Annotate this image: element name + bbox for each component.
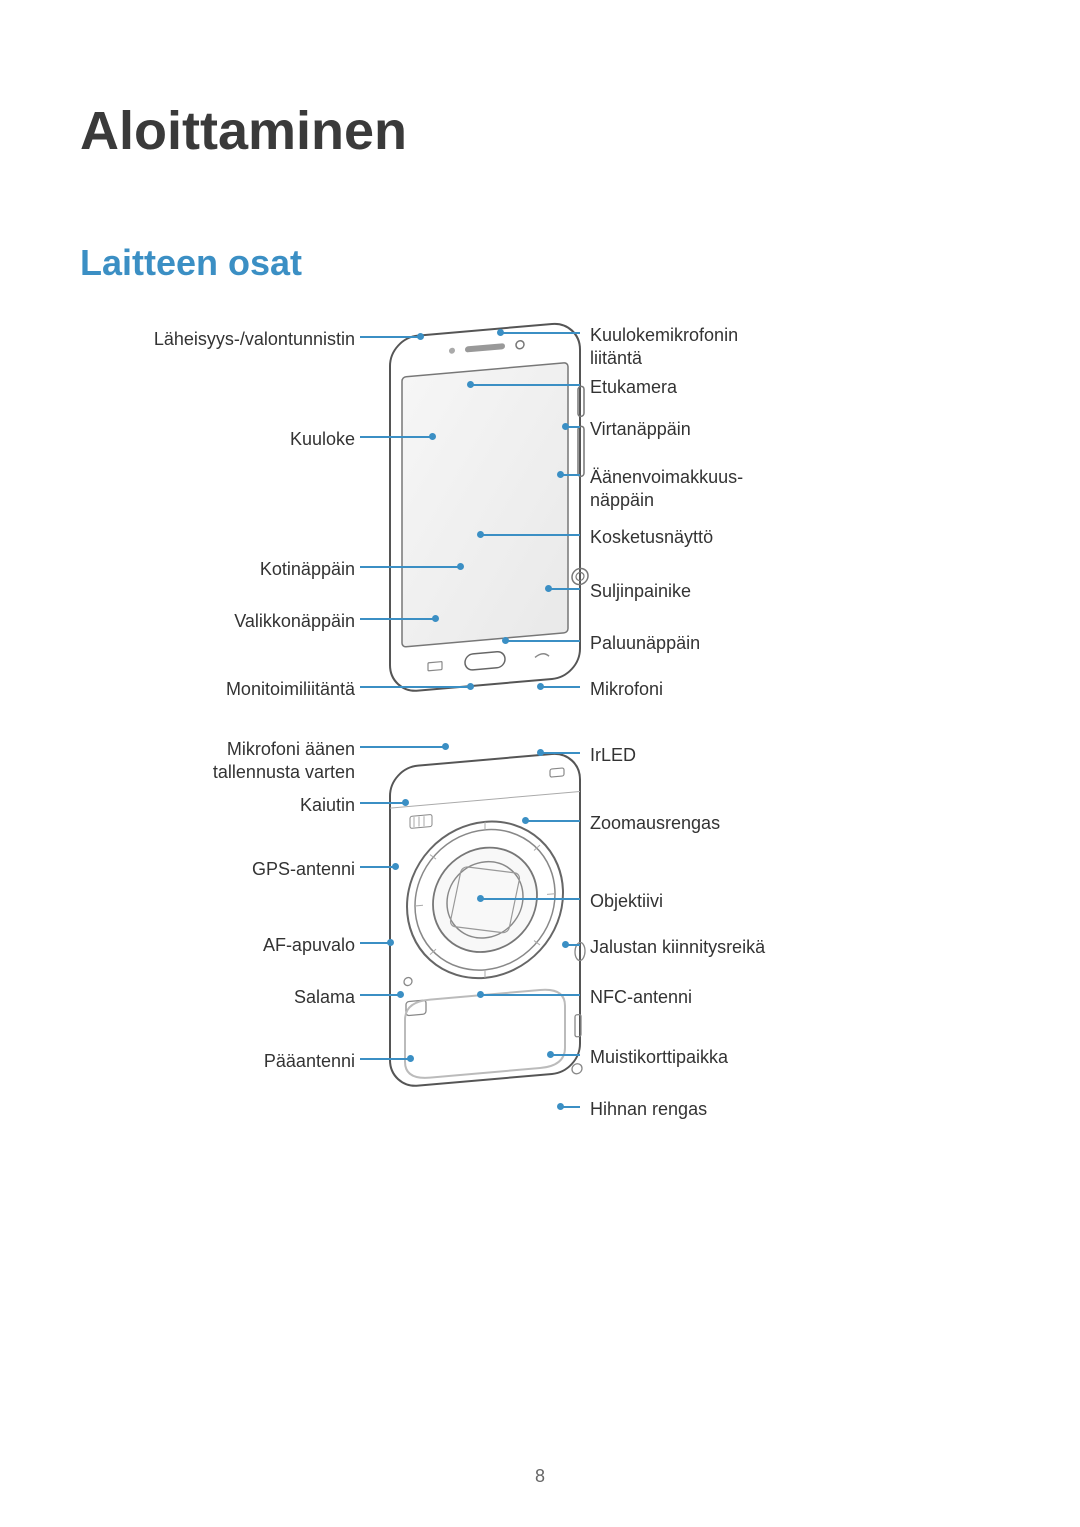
- device-front-illustration: [380, 314, 600, 704]
- diagram-label-left: Valikkonäppäin: [234, 610, 355, 633]
- diagram-label-left: Kuuloke: [290, 428, 355, 451]
- callout-line: [505, 640, 580, 642]
- callout-dot: [477, 531, 484, 538]
- callout-dot: [467, 381, 474, 388]
- callout-dot: [457, 563, 464, 570]
- callout-dot: [522, 817, 529, 824]
- diagram-label-right: Objektiivi: [590, 890, 663, 913]
- callout-dot: [547, 1051, 554, 1058]
- callout-line: [500, 332, 580, 334]
- callout-dot: [387, 939, 394, 946]
- diagram-label-left: Mikrofoni äänentallennusta varten: [213, 738, 355, 785]
- diagram-label-right: Kuulokemikrofoninliitäntä: [590, 324, 738, 371]
- callout-dot: [497, 329, 504, 336]
- callout-dot: [537, 749, 544, 756]
- diagram-label-right: Paluunäppäin: [590, 632, 700, 655]
- diagram-label-right: Muistikorttipaikka: [590, 1046, 728, 1069]
- callout-line: [548, 588, 580, 590]
- callout-dot: [442, 743, 449, 750]
- callout-line: [360, 994, 400, 996]
- callout-line: [480, 994, 580, 996]
- callout-dot: [545, 585, 552, 592]
- callout-dot: [402, 799, 409, 806]
- section-title: Laitteen osat: [80, 242, 1000, 284]
- page-title: Aloittaminen: [80, 100, 1000, 162]
- callout-dot: [407, 1055, 414, 1062]
- diagram-label-right: Zoomausrengas: [590, 812, 720, 835]
- diagram-label-right: Mikrofoni: [590, 678, 663, 701]
- diagram-label-right: Äänenvoimakkuus-näppäin: [590, 466, 743, 513]
- callout-line: [360, 746, 445, 748]
- callout-line: [525, 820, 580, 822]
- callout-dot: [429, 433, 436, 440]
- callout-dot: [432, 615, 439, 622]
- diagram-label-left: Kotinäppäin: [260, 558, 355, 581]
- callout-dot: [467, 683, 474, 690]
- diagram-label-right: Hihnan rengas: [590, 1098, 707, 1121]
- diagram-label-right: Suljinpainike: [590, 580, 691, 603]
- callout-line: [360, 866, 395, 868]
- callout-dot: [417, 333, 424, 340]
- callout-dot: [477, 895, 484, 902]
- diagram-label-right: IrLED: [590, 744, 636, 767]
- callout-dot: [477, 991, 484, 998]
- callout-line: [550, 1054, 580, 1056]
- callout-line: [360, 942, 390, 944]
- diagram-label-right: Kosketusnäyttö: [590, 526, 713, 549]
- diagram-label-left: GPS-antenni: [252, 858, 355, 881]
- callout-line: [360, 1058, 410, 1060]
- callout-line: [360, 566, 460, 568]
- callout-line: [360, 336, 420, 338]
- diagram-label-right: Virtanäppäin: [590, 418, 691, 441]
- callout-dot: [502, 637, 509, 644]
- callout-line: [360, 802, 405, 804]
- callout-dot: [562, 941, 569, 948]
- callout-line: [360, 686, 470, 688]
- callout-line: [470, 384, 580, 386]
- page-number: 8: [535, 1466, 545, 1487]
- callout-dot: [537, 683, 544, 690]
- diagram-label-left: Monitoimiliitäntä: [226, 678, 355, 701]
- diagram-label-right: Etukamera: [590, 376, 677, 399]
- callout-line: [360, 618, 435, 620]
- diagram-label-right: Jalustan kiinnitysreikä: [590, 936, 765, 959]
- diagram-label-right: NFC-antenni: [590, 986, 692, 1009]
- device-back-illustration: [380, 744, 600, 1099]
- callout-line: [480, 898, 580, 900]
- callout-line: [480, 534, 580, 536]
- callout-line: [540, 752, 580, 754]
- diagram-label-left: Salama: [294, 986, 355, 1009]
- device-diagram: Läheisyys-/valontunnistin Kuuloke Kotinäpp…: [80, 314, 1000, 1164]
- callout-dot: [562, 423, 569, 430]
- diagram-label-left: Läheisyys-/valontunnistin: [154, 328, 355, 351]
- diagram-label-left: AF-apuvalo: [263, 934, 355, 957]
- callout-dot: [557, 471, 564, 478]
- callout-line: [360, 436, 432, 438]
- callout-dot: [557, 1103, 564, 1110]
- callout-dot: [392, 863, 399, 870]
- callout-line: [540, 686, 580, 688]
- diagram-label-left: Pääantenni: [264, 1050, 355, 1073]
- callout-dot: [397, 991, 404, 998]
- diagram-label-left: Kaiutin: [300, 794, 355, 817]
